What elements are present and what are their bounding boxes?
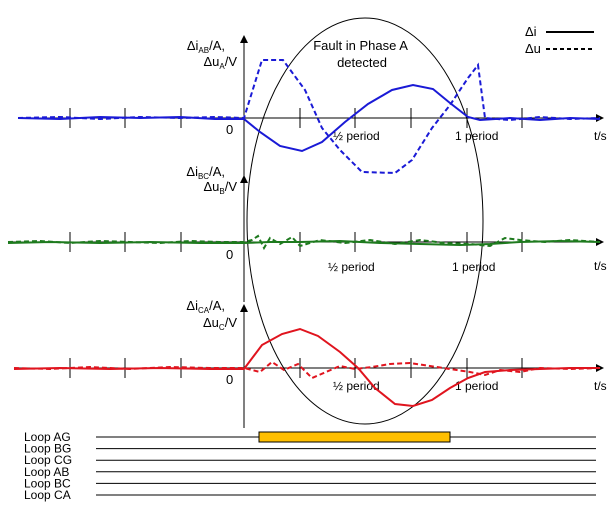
panel-bc: ΔiBC/A, ΔuB/V 0 ½ period 1 period t/s <box>7 164 607 302</box>
panel-ca-time-axis-label: t/s <box>594 379 607 393</box>
legend-voltage-label: Δu <box>525 41 541 56</box>
legend: Δi Δu <box>525 24 594 56</box>
panel-ca-ylabel-2: ΔuC/V <box>203 315 237 332</box>
panel-ab-ylabel-1: ΔiAB/A, <box>187 38 225 55</box>
loop-label-loop-ag: Loop AG <box>24 430 71 444</box>
panel-ca-origin-label: 0 <box>226 372 233 387</box>
panel-bc-time-axis-label: t/s <box>594 259 607 273</box>
loop-label-loop-ab: Loop AB <box>24 465 69 479</box>
panel-ab-origin-label: 0 <box>226 122 233 137</box>
panel-ca-half-period-label: ½ period <box>333 379 380 393</box>
legend-current-label: Δi <box>525 24 537 39</box>
panel-bc-ylabel-2: ΔuB/V <box>203 179 237 196</box>
fault-annotation-line-2: detected <box>337 55 387 70</box>
panel-ab-half-period-label: ½ period <box>333 129 380 143</box>
panel-bc-origin-label: 0 <box>226 247 233 262</box>
loop-label-loop-ca: Loop CA <box>24 488 71 502</box>
fault-window-ellipse <box>246 17 484 425</box>
panel-ab-ylabel-2: ΔuA/V <box>203 54 237 71</box>
loop-label-loop-cg: Loop CG <box>24 453 72 467</box>
panel-bc-half-period-label: ½ period <box>328 260 375 274</box>
loop-active-bar <box>258 431 451 443</box>
loop-label-loop-bg: Loop BG <box>24 442 71 456</box>
panel-bc-current-trace <box>7 239 601 247</box>
fault-annotation-line-1: Fault in Phase A <box>313 38 408 53</box>
panel-ab-time-axis-label: t/s <box>594 129 607 143</box>
panel-ca-current-trace <box>13 327 600 408</box>
panel-ab: ΔiAB/A, ΔuA/V 0 ½ period 1 period t/s <box>17 35 607 178</box>
fault-annotation: Fault in Phase A detected <box>313 38 411 70</box>
panel-ab-one-period-label: 1 period <box>455 129 498 143</box>
panel-ab-current-trace <box>17 83 601 153</box>
panel-ca-ylabel-1: ΔiCA/A, <box>186 298 225 315</box>
panel-bc-one-period-label: 1 period <box>452 260 495 274</box>
panel-ca-one-period-label: 1 period <box>455 379 498 393</box>
panel-ca: ΔiCA/A, ΔuC/V 0 ½ period 1 period t/s <box>13 298 607 428</box>
panel-bc-ylabel-1: ΔiBC/A, <box>186 164 225 181</box>
loop-label-loop-bc: Loop BC <box>24 476 71 490</box>
